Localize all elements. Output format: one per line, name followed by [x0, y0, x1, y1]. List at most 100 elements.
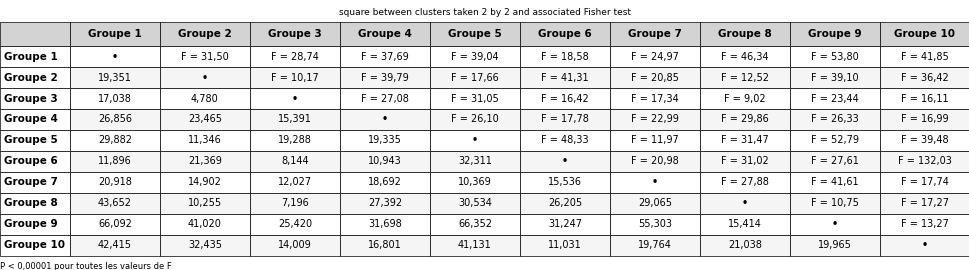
Text: 66,352: 66,352 — [457, 220, 491, 230]
Bar — [250, 22, 339, 46]
Bar — [0, 172, 70, 193]
Text: F = 48,33: F = 48,33 — [541, 136, 588, 146]
Bar — [0, 130, 70, 151]
Text: 26,205: 26,205 — [547, 198, 581, 208]
Bar — [70, 151, 160, 172]
Text: F = 31,05: F = 31,05 — [451, 93, 498, 103]
Bar — [789, 172, 879, 193]
Text: F = 41,85: F = 41,85 — [900, 52, 948, 62]
Text: Groupe 7: Groupe 7 — [4, 177, 58, 187]
Text: 25,420: 25,420 — [277, 220, 312, 230]
Bar — [250, 88, 339, 109]
Text: Groupe 10: Groupe 10 — [4, 240, 65, 250]
Bar — [879, 214, 969, 235]
Text: 23,465: 23,465 — [188, 114, 222, 124]
Bar — [519, 130, 610, 151]
Bar — [339, 88, 429, 109]
Text: 15,391: 15,391 — [278, 114, 311, 124]
Text: F = 16,42: F = 16,42 — [541, 93, 588, 103]
Bar — [700, 46, 789, 67]
Bar — [0, 193, 70, 214]
Text: Groupe 4: Groupe 4 — [4, 114, 58, 124]
Text: 19,335: 19,335 — [367, 136, 401, 146]
Bar — [879, 67, 969, 88]
Bar — [789, 67, 879, 88]
Bar — [339, 214, 429, 235]
Bar — [789, 130, 879, 151]
Bar — [789, 46, 879, 67]
Bar — [339, 46, 429, 67]
Text: F = 24,97: F = 24,97 — [631, 52, 678, 62]
Text: 20,918: 20,918 — [98, 177, 132, 187]
Text: F = 39,10: F = 39,10 — [810, 73, 858, 83]
Text: F = 17,27: F = 17,27 — [900, 198, 948, 208]
Bar — [70, 172, 160, 193]
Text: Groupe 8: Groupe 8 — [4, 198, 57, 208]
Text: F = 17,34: F = 17,34 — [631, 93, 678, 103]
Text: F = 39,48: F = 39,48 — [900, 136, 948, 146]
Bar — [610, 88, 700, 109]
Text: •: • — [831, 220, 837, 230]
Bar — [610, 235, 700, 256]
Bar — [879, 193, 969, 214]
Bar — [429, 130, 519, 151]
Bar — [700, 214, 789, 235]
Text: •: • — [561, 156, 568, 167]
Bar — [519, 214, 610, 235]
Text: F = 13,27: F = 13,27 — [900, 220, 948, 230]
Text: Groupe 7: Groupe 7 — [627, 29, 681, 39]
Bar — [70, 109, 160, 130]
Bar — [160, 235, 250, 256]
Bar — [0, 235, 70, 256]
Bar — [160, 172, 250, 193]
Bar — [879, 172, 969, 193]
Text: Groupe 10: Groupe 10 — [893, 29, 954, 39]
Bar — [519, 67, 610, 88]
Bar — [339, 67, 429, 88]
Bar — [339, 151, 429, 172]
Bar — [519, 193, 610, 214]
Text: F = 20,98: F = 20,98 — [631, 156, 678, 167]
Text: 19,288: 19,288 — [278, 136, 311, 146]
Text: Groupe 6: Groupe 6 — [538, 29, 591, 39]
Bar — [160, 46, 250, 67]
Text: 11,346: 11,346 — [188, 136, 222, 146]
Bar — [700, 88, 789, 109]
Text: F = 31,47: F = 31,47 — [720, 136, 768, 146]
Text: Groupe 9: Groupe 9 — [4, 220, 57, 230]
Bar — [339, 235, 429, 256]
Bar — [339, 109, 429, 130]
Bar — [70, 46, 160, 67]
Bar — [879, 151, 969, 172]
Text: Groupe 6: Groupe 6 — [4, 156, 57, 167]
Text: 10,255: 10,255 — [188, 198, 222, 208]
Bar — [0, 46, 70, 67]
Bar — [70, 235, 160, 256]
Text: Groupe 2: Groupe 2 — [177, 29, 232, 39]
Bar — [429, 46, 519, 67]
Bar — [789, 22, 879, 46]
Bar — [610, 172, 700, 193]
Text: 8,144: 8,144 — [281, 156, 308, 167]
Text: Groupe 5: Groupe 5 — [448, 29, 501, 39]
Text: •: • — [741, 198, 747, 208]
Bar — [250, 193, 339, 214]
Bar — [250, 67, 339, 88]
Text: F = 41,31: F = 41,31 — [541, 73, 588, 83]
Text: 27,392: 27,392 — [367, 198, 401, 208]
Bar — [160, 193, 250, 214]
Text: 11,896: 11,896 — [98, 156, 132, 167]
Bar — [789, 193, 879, 214]
Text: •: • — [382, 114, 388, 124]
Text: Groupe 9: Groupe 9 — [807, 29, 860, 39]
Bar — [429, 172, 519, 193]
Bar — [879, 46, 969, 67]
Bar — [700, 172, 789, 193]
Text: P < 0,00001 pour toutes les valeurs de F: P < 0,00001 pour toutes les valeurs de F — [0, 262, 172, 270]
Text: F = 17,74: F = 17,74 — [900, 177, 948, 187]
Bar — [519, 22, 610, 46]
Bar — [160, 88, 250, 109]
Text: 31,247: 31,247 — [547, 220, 581, 230]
Bar — [610, 67, 700, 88]
Text: 32,311: 32,311 — [457, 156, 491, 167]
